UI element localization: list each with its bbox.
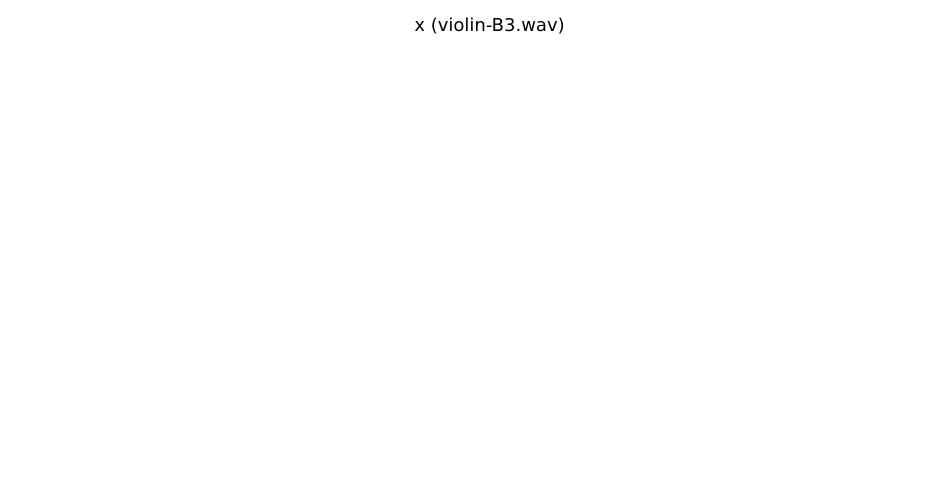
subplot: x (violin-B3.wav) [414,15,564,36]
chart-title: x (violin-B3.wav) [414,15,564,36]
